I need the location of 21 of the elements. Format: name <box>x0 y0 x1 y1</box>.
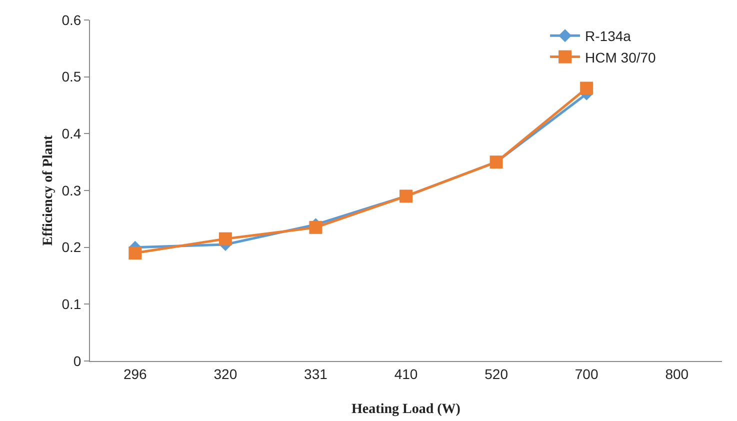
x-tick-label: 331 <box>304 366 328 382</box>
y-tick-label: 0.3 <box>62 182 82 198</box>
x-tick-label: 520 <box>484 366 508 382</box>
y-axis-title: Efficiency of Plant <box>41 134 56 246</box>
y-tick-label: 0.4 <box>62 126 82 142</box>
x-tick-label: 410 <box>394 366 418 382</box>
legend-label: HCM 30/70 <box>585 49 656 66</box>
y-tick-label: 0.2 <box>62 239 82 256</box>
point <box>218 232 232 246</box>
y-tick-label: 0 <box>73 352 82 369</box>
legend-label: R-134a <box>585 28 632 44</box>
x-tick-label: 800 <box>665 366 689 382</box>
y-tick-label: 0.1 <box>62 296 82 312</box>
x-tick-label: 700 <box>574 366 598 382</box>
x-tick-label: 320 <box>214 366 238 382</box>
x-tick-label: 296 <box>123 366 148 382</box>
y-tick-label: 0.6 <box>62 12 82 28</box>
point <box>580 82 594 95</box>
x-axis-title: Heating Load (W) <box>352 402 461 417</box>
point <box>128 246 142 260</box>
y-tick-label: 0.5 <box>62 68 82 85</box>
